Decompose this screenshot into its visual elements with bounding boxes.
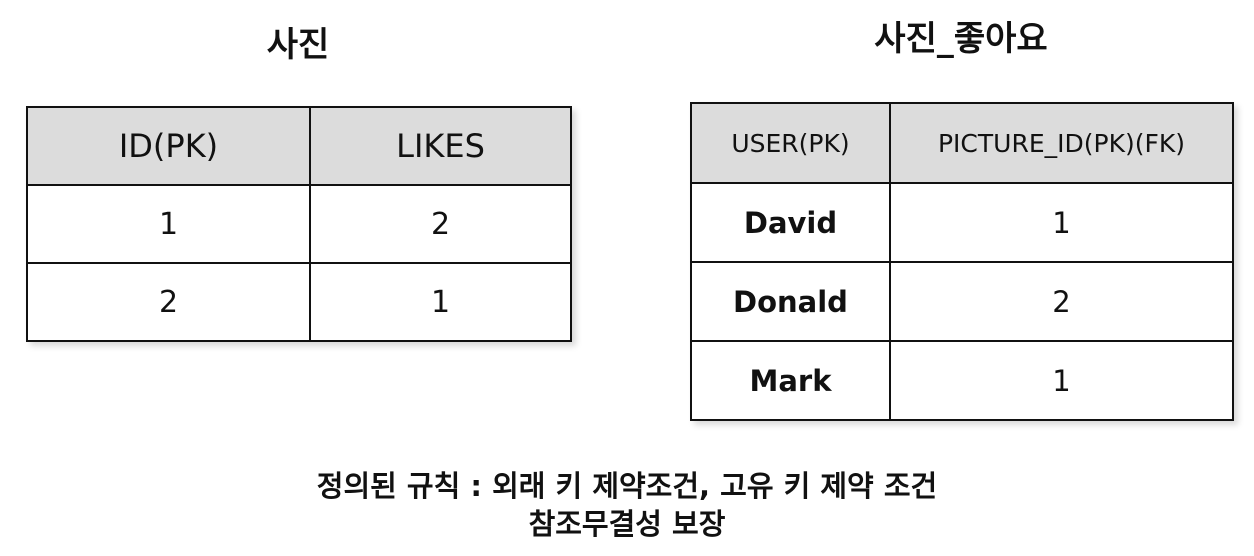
table-row: 1 2 <box>26 184 572 264</box>
table-cell-picture-id: 1 <box>889 340 1234 421</box>
table-header-row: ID(PK) LIKES <box>26 106 572 186</box>
table-cell-id: 2 <box>26 262 311 342</box>
photo-table-title: 사진 <box>266 25 330 65</box>
column-header-picture-id: PICTURE_ID(PK)(FK) <box>889 102 1234 184</box>
table-row: Mark 1 <box>690 340 1234 421</box>
integrity-caption: 참조무결성 보장 <box>528 507 726 541</box>
rules-caption: 정의된 규칙 : 외래 키 제약조건, 고유 키 제약 조건 <box>316 469 938 503</box>
photo-likes-table-title: 사진_좋아요 <box>874 19 1048 59</box>
table-cell-user: Mark <box>690 340 891 421</box>
table-cell-id: 1 <box>26 184 311 264</box>
table-cell-user: David <box>690 182 891 263</box>
photo-likes-table: USER(PK) PICTURE_ID(PK)(FK) David 1 Dona… <box>690 102 1234 421</box>
photo-table: ID(PK) LIKES 1 2 2 1 <box>26 106 572 342</box>
table-cell-user: Donald <box>690 261 891 342</box>
table-header-row: USER(PK) PICTURE_ID(PK)(FK) <box>690 102 1234 184</box>
column-header-id: ID(PK) <box>26 106 311 186</box>
table-cell-picture-id: 1 <box>889 182 1234 263</box>
table-row: David 1 <box>690 182 1234 263</box>
table-row: 2 1 <box>26 262 572 342</box>
column-header-user: USER(PK) <box>690 102 891 184</box>
table-cell-likes: 1 <box>309 262 572 342</box>
column-header-likes: LIKES <box>309 106 572 186</box>
table-cell-picture-id: 2 <box>889 261 1234 342</box>
table-row: Donald 2 <box>690 261 1234 342</box>
table-cell-likes: 2 <box>309 184 572 264</box>
